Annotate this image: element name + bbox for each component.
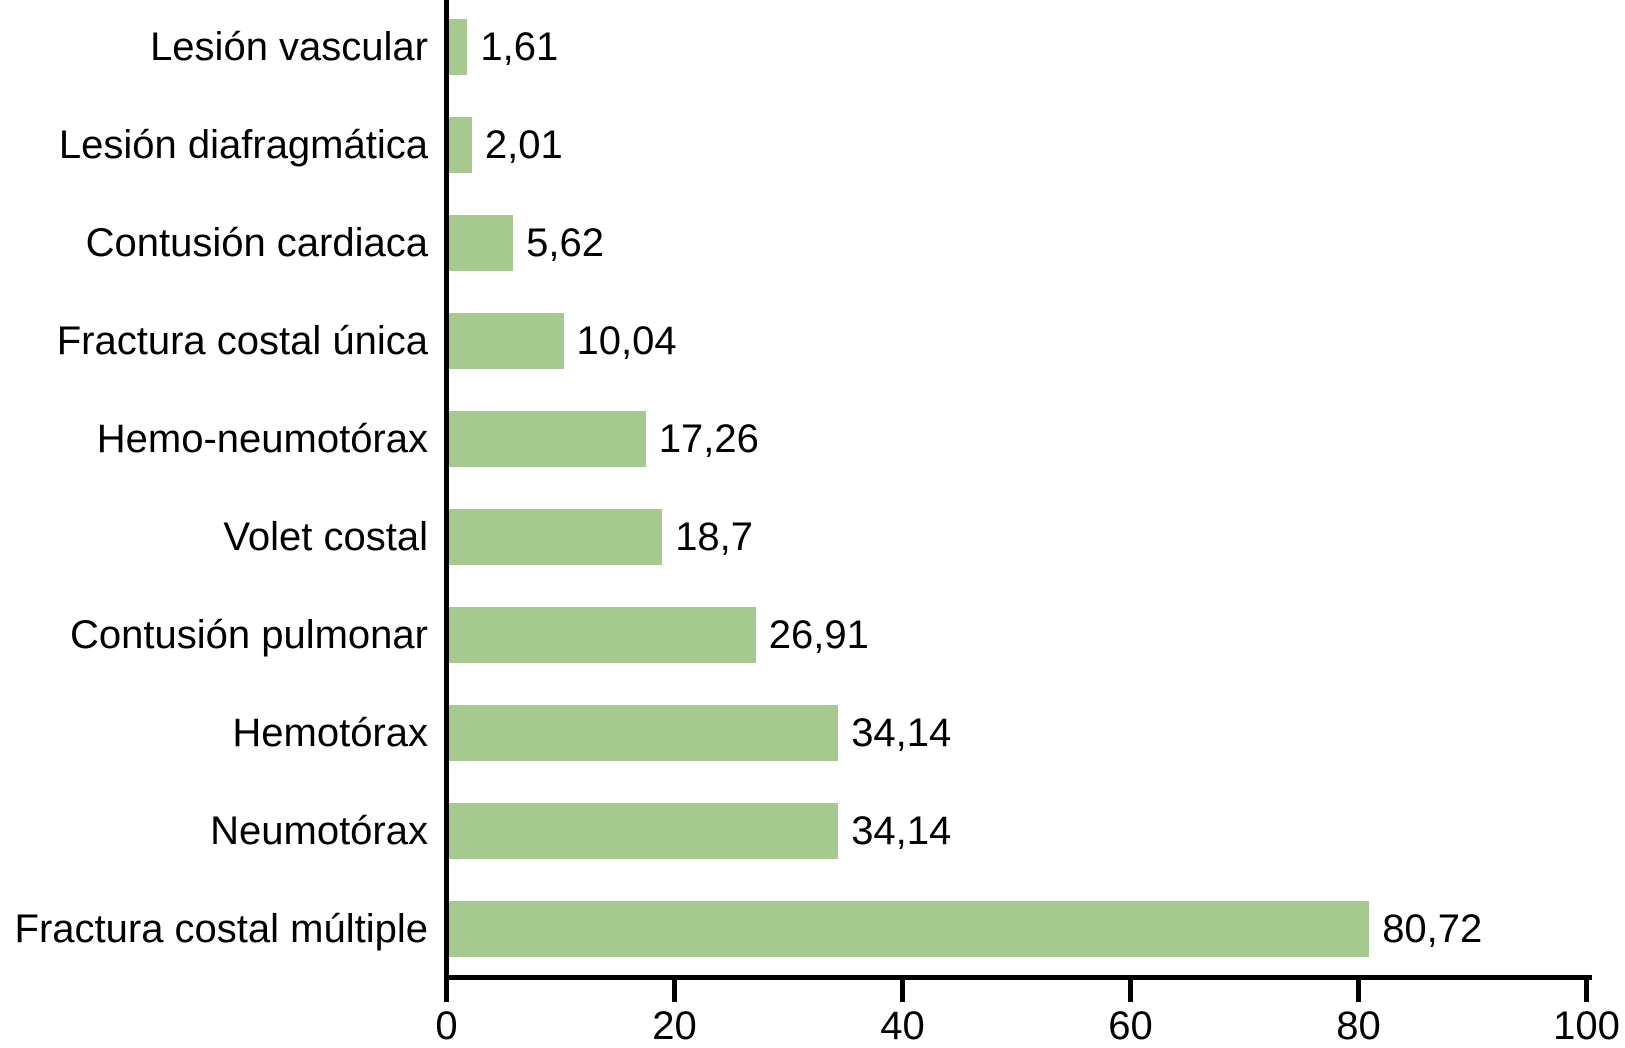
tick-label: 20 — [652, 1004, 697, 1048]
value-label: 26,91 — [768, 613, 869, 657]
bar — [449, 803, 839, 859]
y-axis-line — [444, 0, 449, 980]
tick-label: 40 — [880, 1004, 925, 1048]
bar — [449, 19, 468, 75]
category-label: Hemo-neumotórax — [96, 417, 428, 461]
tick-mark — [444, 975, 449, 1002]
tick-label: 80 — [1336, 1004, 1381, 1048]
category-label: Lesión vascular — [150, 25, 428, 69]
value-label: 17,26 — [658, 417, 759, 461]
value-label: 5,62 — [526, 221, 604, 265]
bar — [449, 313, 564, 369]
bar — [449, 607, 756, 663]
value-label: 1,61 — [480, 25, 559, 69]
bar — [449, 411, 646, 467]
value-label: 34,14 — [851, 809, 952, 853]
tick-mark — [1584, 975, 1589, 1002]
bar — [449, 705, 839, 761]
category-label: Contusión pulmonar — [70, 613, 428, 657]
category-label: Neumotórax — [210, 809, 428, 853]
category-label: Lesión diafragmática — [58, 123, 428, 167]
category-label: Volet costal — [223, 515, 428, 559]
category-label: Contusión cardiaca — [85, 221, 428, 265]
category-label: Hemotórax — [232, 711, 428, 755]
value-label: 18,7 — [675, 515, 754, 559]
value-label: 10,04 — [576, 319, 677, 363]
tick-mark — [1356, 975, 1361, 1002]
bar — [449, 901, 1370, 957]
bar — [449, 215, 514, 271]
value-label: 80,72 — [1382, 907, 1483, 951]
tick-label: 0 — [435, 1004, 458, 1048]
tick-mark — [1128, 975, 1133, 1002]
tick-label: 100 — [1553, 1004, 1620, 1048]
category-label: Fractura costal única — [56, 319, 428, 363]
value-label: 34,14 — [851, 711, 952, 755]
tick-mark — [900, 975, 905, 1002]
bar — [449, 509, 663, 565]
category-label: Fractura costal múltiple — [14, 907, 428, 951]
tick-label: 60 — [1108, 1004, 1153, 1048]
bar — [449, 117, 472, 173]
value-label: 2,01 — [484, 123, 563, 167]
x-axis-line — [444, 975, 1592, 980]
tick-mark — [672, 975, 677, 1002]
